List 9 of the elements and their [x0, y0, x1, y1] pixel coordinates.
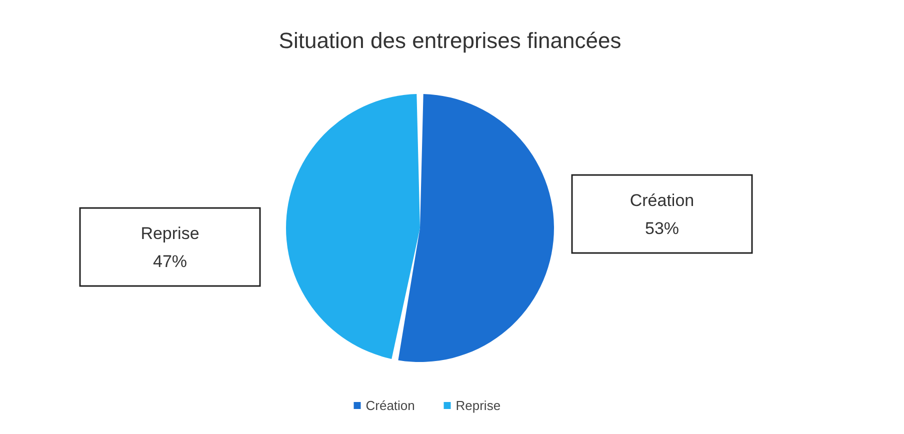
- data-label: 53%: [644, 219, 680, 238]
- pie-slice: [286, 94, 420, 359]
- legend-label: Création: [366, 398, 415, 413]
- data-label: 47%: [152, 252, 188, 271]
- chart-title: Situation des entreprises financées: [278, 28, 622, 53]
- slice-label: Reprise: [140, 224, 200, 243]
- pie-slice: [398, 94, 554, 362]
- slice-label: Création: [630, 191, 694, 210]
- legend-label: Reprise: [456, 398, 501, 413]
